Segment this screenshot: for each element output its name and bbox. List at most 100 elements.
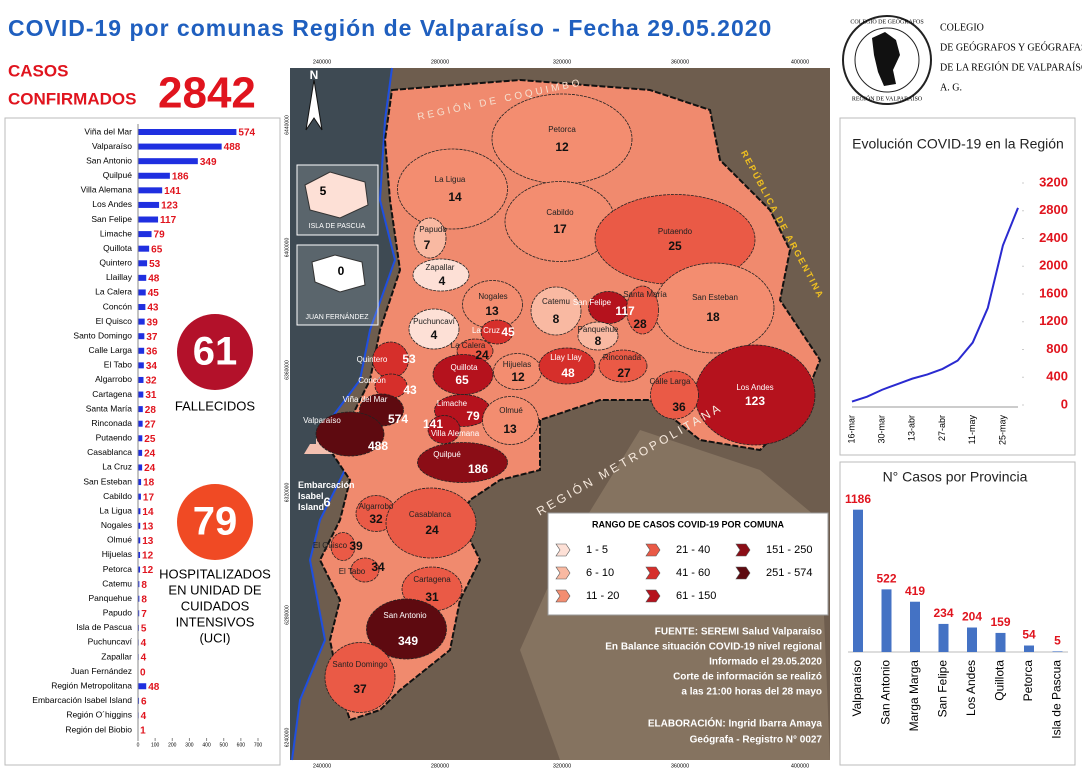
commune-name: El Quisco (313, 541, 348, 550)
commune-area (432, 354, 494, 395)
data-label: 419 (905, 584, 925, 598)
commune-name: Villa Alemana (431, 429, 480, 438)
bar (138, 420, 143, 427)
commune-value: 349 (398, 634, 418, 648)
logo-text: COLEGIO DE GEÓGRAFOS (850, 17, 923, 25)
data-label: 522 (876, 572, 896, 586)
y-tick-label: San Antonio (86, 155, 132, 165)
y-tick-label: Panquehue (89, 593, 133, 603)
data-label: 45 (148, 288, 160, 299)
icu-label: CUIDADOS (181, 598, 250, 613)
y-tick-label: Catemu (102, 578, 132, 588)
commune-value: 4 (431, 328, 438, 342)
commune-value: 488 (368, 439, 388, 453)
y-tick-label: Valparaíso (92, 141, 132, 151)
commune-value: 32 (369, 512, 383, 526)
commune-name: Panquehue (578, 325, 619, 334)
commune-value: 574 (388, 412, 408, 426)
x-tick-label: Isla de Pascua (1050, 660, 1064, 739)
bar (138, 347, 145, 354)
line (851, 207, 1019, 403)
commune-area (408, 308, 460, 350)
deaths-value: 61 (193, 330, 238, 374)
coord-label: 240000 (313, 59, 331, 65)
icu-label: INTENSIVOS (176, 614, 255, 629)
commune-area (330, 532, 356, 561)
bar (1052, 651, 1063, 652)
commune-name: San Antonio (383, 611, 427, 620)
commune-value: 7 (424, 238, 431, 252)
deaths-circle (177, 314, 253, 390)
legend-swatch (735, 543, 751, 557)
x-tick-label: 700 (254, 742, 263, 748)
data-label: 31 (145, 390, 157, 401)
commune-area (315, 411, 385, 457)
bar (138, 143, 222, 150)
bar (138, 304, 146, 311)
commune-value: 25 (668, 239, 682, 253)
bar (138, 581, 140, 588)
commune-value: 24 (425, 523, 439, 537)
commune-area (417, 442, 508, 483)
data-label: 6 (141, 696, 147, 707)
data-label: 25 (144, 434, 156, 445)
x-tick-label: 600 (237, 742, 246, 748)
inset-value: 0 (338, 264, 345, 278)
commune-name: Petorca (548, 125, 576, 134)
commune-value: 27 (617, 366, 631, 380)
commune-value: 18 (706, 310, 720, 324)
commune-name: Limache (437, 399, 468, 408)
icu-circle (177, 484, 253, 560)
y-tick-label: Casablanca (87, 447, 132, 457)
data-label: 234 (933, 606, 953, 620)
inset-name: Embarcación Isabel Island (298, 480, 357, 512)
legend-label: 21 - 40 (676, 544, 710, 556)
commune-name: Papudo (419, 225, 447, 234)
y-tick-label: La Ligua (99, 505, 132, 515)
y-tick-label: Olmué (107, 535, 132, 545)
credit-text: ELABORACIÓN: Ingrid Ibarra Amaya (648, 717, 823, 730)
bar (910, 601, 920, 652)
cases-value: 2842 (158, 69, 256, 118)
bar (138, 537, 141, 544)
x-tick-label: 500 (220, 742, 229, 748)
commune-value: 65 (455, 373, 469, 387)
commune-name: El Tabo (339, 567, 366, 576)
chart-title: Evolución COVID-19 en la Región (852, 136, 1064, 152)
x-tick-label: Quillota (993, 660, 1007, 701)
bar (138, 595, 140, 602)
data-label: 14 (142, 507, 154, 518)
x-tick-label: Valparaíso (850, 660, 864, 717)
x-tick-label: 11-may (967, 415, 977, 445)
y-tick-label: La Calera (95, 287, 132, 297)
bar (138, 508, 141, 515)
legend-swatch (645, 566, 661, 580)
y-tick-label: Algarrobo (95, 374, 132, 384)
commune-name: Casablanca (409, 510, 452, 519)
source-text: FUENTE: SEREMI Salud Valparaíso (655, 627, 822, 638)
commune-area (413, 217, 447, 259)
bar (138, 406, 143, 413)
commune-value: 12 (555, 140, 569, 154)
logo-text: DE LA REGIÓN DE VALPARAÍSO (940, 61, 1082, 73)
icu-label: HOSPITALIZADOS (159, 566, 271, 581)
data-label: 65 (151, 244, 163, 255)
commune-name: Catemu (542, 297, 570, 306)
data-label: 48 (148, 682, 160, 693)
y-tick-label: Papudo (103, 608, 133, 618)
y-tick-label: 1200 (1039, 313, 1068, 328)
data-label: 24 (144, 463, 156, 474)
data-label: 7 (141, 609, 147, 620)
province-panel (839, 461, 1076, 766)
y-tick-label: Santa María (86, 403, 133, 413)
y-tick-label: Nogales (101, 520, 132, 530)
commune-area (530, 286, 582, 336)
commune-value: 36 (672, 400, 686, 414)
logo-shape (872, 32, 900, 86)
data-label: 1186 (845, 492, 871, 506)
commune-area (366, 598, 447, 660)
y-tick-label: Santo Domingo (73, 330, 132, 340)
data-label: 36 (146, 346, 158, 357)
bar (138, 129, 237, 135)
data-label: 5 (141, 624, 147, 635)
